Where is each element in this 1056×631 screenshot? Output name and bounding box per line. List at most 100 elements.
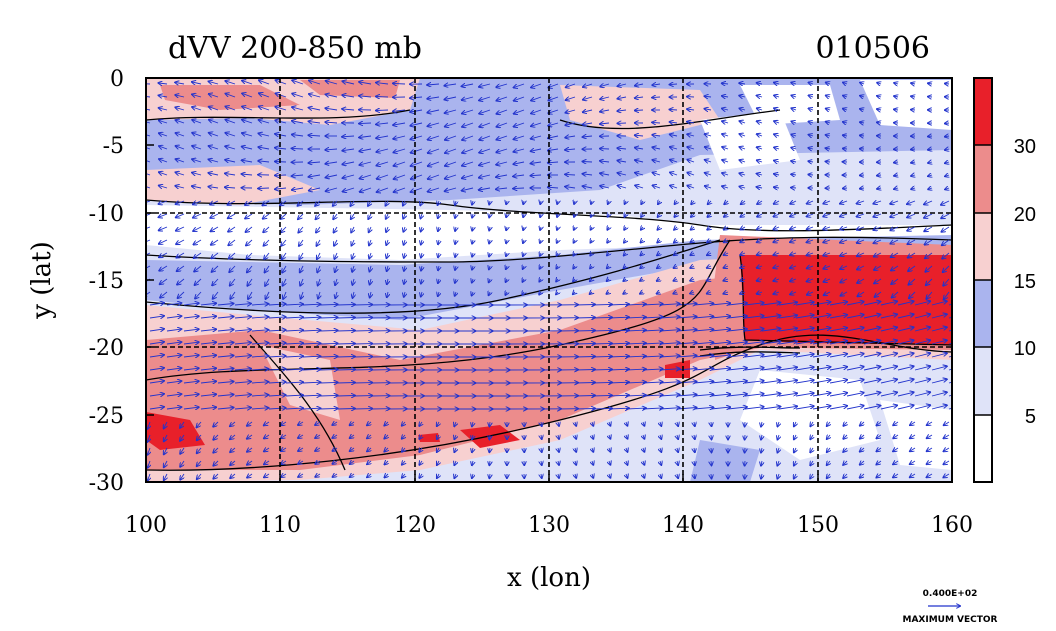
- wind-vector: [557, 227, 558, 230]
- wind-vector: [676, 356, 697, 358]
- wind-vector: [687, 134, 695, 136]
- wind-vector: [657, 292, 660, 294]
- wind-vector: [489, 421, 490, 426]
- date-label: 010506: [815, 31, 930, 66]
- wind-vector: [540, 240, 541, 243]
- y-tick-labels: 0 -5 -10 -15 -20 -25 -30: [89, 67, 124, 496]
- wind-vector: [266, 291, 270, 299]
- wind-vector: [774, 214, 780, 217]
- wind-vector: [531, 109, 542, 114]
- wind-vector: [925, 239, 933, 245]
- wind-vector: [607, 266, 609, 268]
- wind-vector: [548, 83, 559, 88]
- wind-vector: [880, 327, 897, 332]
- wind-vector: [642, 343, 663, 344]
- wind-vector: [635, 173, 644, 175]
- wind-vector: [506, 201, 507, 204]
- wind-vector: [548, 109, 559, 113]
- wind-vector: [739, 83, 746, 84]
- wind-vector: [928, 175, 932, 176]
- wind-vector: [791, 121, 797, 123]
- wind-vector: [462, 122, 474, 127]
- wind-vector: [193, 226, 202, 231]
- wind-vector: [556, 279, 558, 281]
- wind-vector: [843, 122, 847, 123]
- wind-vector: [192, 94, 202, 97]
- wind-vector: [640, 292, 643, 294]
- wind-vector: [557, 201, 558, 204]
- wind-vector: [642, 304, 663, 305]
- wind-vector: [281, 226, 287, 232]
- y-tick-label: -25: [89, 404, 124, 429]
- wind-vector: [740, 266, 746, 268]
- wind-vector: [708, 214, 712, 217]
- wind-vector: [674, 279, 678, 281]
- wind-vector: [411, 174, 423, 179]
- wind-vector: [690, 279, 694, 281]
- wind-vector: [843, 135, 847, 136]
- wind-vector: [523, 201, 524, 204]
- wind-vector: [890, 214, 899, 217]
- wind-vector: [625, 201, 626, 204]
- wind-vector: [705, 173, 712, 175]
- wind-vector: [942, 252, 950, 259]
- wind-vector: [445, 122, 457, 127]
- wind-vector: [159, 186, 168, 189]
- wind-vector: [489, 292, 490, 295]
- wind-vector: [944, 291, 950, 299]
- wind-vector: [757, 134, 763, 136]
- wind-vector: [540, 253, 541, 256]
- wind-vector: [360, 161, 372, 165]
- wind-vector: [251, 304, 268, 305]
- wind-vector: [212, 265, 219, 272]
- wind-vector: [657, 279, 660, 281]
- wind-vector: [897, 314, 914, 319]
- wind-vector: [159, 214, 168, 217]
- wind-vector: [727, 355, 747, 357]
- wind-vector: [531, 122, 542, 126]
- wind-vector: [192, 173, 202, 175]
- wind-vector: [445, 109, 457, 113]
- wind-vector: [607, 253, 609, 255]
- wind-vector: [319, 408, 338, 409]
- wind-vector: [513, 188, 525, 189]
- wind-vector: [757, 279, 763, 281]
- x-tick-label: 160: [931, 513, 973, 538]
- wind-vector: [860, 83, 864, 84]
- wind-vector: [790, 214, 797, 217]
- wind-vector: [298, 226, 304, 233]
- wind-vector: [911, 83, 915, 84]
- wind-vector: [617, 110, 627, 111]
- wind-vector: [393, 136, 406, 139]
- wind-vector: [251, 343, 268, 344]
- wind-vector: [444, 84, 457, 86]
- wind-vector: [877, 122, 881, 123]
- wind-vector: [211, 239, 219, 245]
- wind-vector: [359, 82, 372, 84]
- wind-vector: [591, 356, 612, 357]
- wind-vector: [368, 200, 371, 206]
- colorbar-label: 5: [1025, 406, 1036, 428]
- wind-vector: [462, 174, 474, 178]
- wind-vector: [299, 239, 304, 246]
- wind-vector: [319, 343, 338, 344]
- wind-vector: [659, 330, 680, 331]
- wind-vector: [353, 291, 355, 298]
- wind-vector: [316, 226, 320, 233]
- wind-vector: [945, 149, 949, 150]
- wind-vector: [352, 265, 354, 272]
- wind-vector: [523, 227, 524, 230]
- wind-vector: [795, 302, 814, 306]
- wind-vector: [690, 292, 694, 294]
- colorbar-label: 30: [1014, 136, 1036, 158]
- wind-vector: [807, 201, 814, 204]
- wind-vector: [573, 279, 575, 281]
- wind-vector: [192, 120, 202, 123]
- wind-vector: [386, 239, 388, 245]
- wind-vector: [369, 252, 371, 258]
- wind-vector: [724, 266, 729, 268]
- wind-vector: [707, 253, 711, 255]
- wind-vector: [863, 302, 880, 306]
- wind-vector: [873, 214, 882, 217]
- wind-vector: [574, 253, 576, 256]
